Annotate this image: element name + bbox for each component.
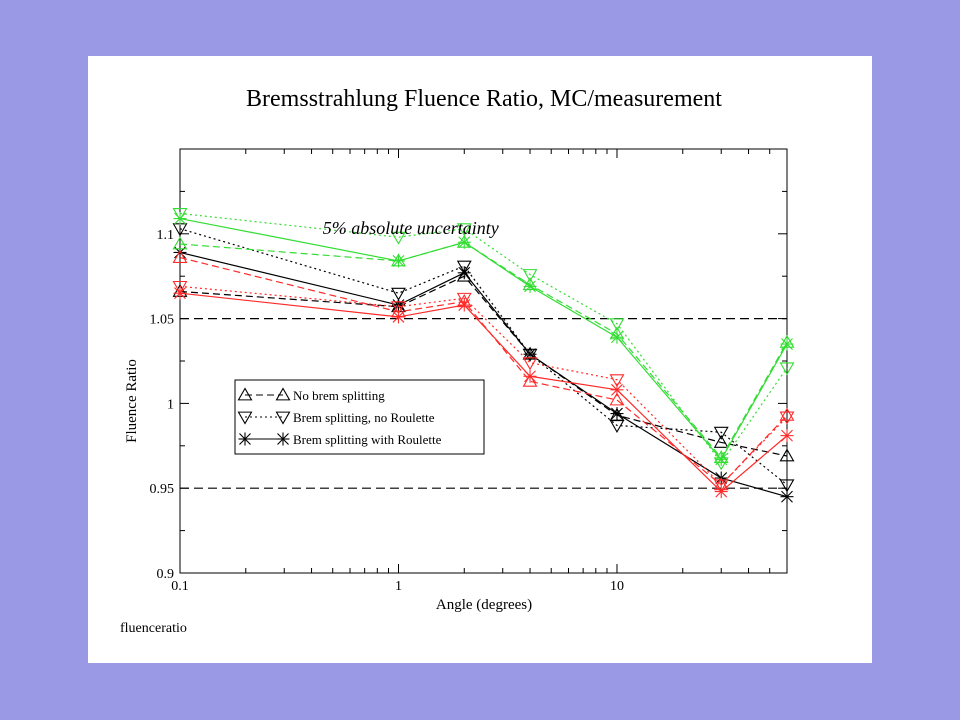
- data-point: [779, 448, 795, 462]
- data-point: [610, 330, 624, 344]
- data-point: [779, 362, 795, 376]
- data-point: [780, 490, 794, 504]
- data-point: [522, 373, 538, 387]
- y-tick-label: 1.05: [150, 313, 175, 328]
- y-axis-label: Fluence Ratio: [124, 359, 140, 443]
- legend-marker: [238, 432, 252, 446]
- data-point: [714, 452, 728, 466]
- series-green-asterisk: [173, 212, 794, 466]
- data-point: [391, 231, 406, 245]
- data-point: [523, 369, 537, 383]
- data-point: [610, 383, 624, 397]
- data-point: [456, 292, 472, 306]
- chart-panel: Bremsstrahlung Fluence Ratio, MC/measure…: [88, 56, 872, 663]
- data-point: [456, 223, 472, 237]
- x-tick-label: 10: [610, 579, 624, 594]
- data-point: [172, 236, 188, 250]
- data-point: [172, 280, 188, 294]
- x-tick-label: 1: [395, 579, 402, 594]
- data-point: [456, 260, 472, 274]
- y-tick-label: 0.95: [150, 482, 175, 497]
- x-axis-label: Angle (degrees): [436, 597, 532, 613]
- legend-marker: [276, 432, 290, 446]
- data-point: [522, 269, 538, 283]
- data-point: [713, 434, 729, 448]
- y-tick-label: 1: [167, 397, 174, 412]
- y-tick-label: 0.9: [157, 567, 175, 582]
- series-line: [179, 275, 788, 457]
- data-point: [779, 479, 795, 493]
- plot-frame: [179, 148, 788, 574]
- fluence-ratio-chart: Bremsstrahlung Fluence Ratio, MC/measure…: [120, 86, 795, 636]
- data-point: [391, 301, 406, 315]
- data-point: [779, 407, 795, 421]
- legend-label: Brem splitting with Roulette: [293, 432, 442, 447]
- data-point: [173, 245, 187, 259]
- data-point: [457, 266, 471, 280]
- series-line: [179, 212, 788, 464]
- series-green-triangle-down: [172, 208, 795, 471]
- legend-marker: [275, 411, 291, 425]
- data-point: [609, 318, 625, 332]
- series-line: [179, 251, 788, 498]
- data-point: [391, 310, 405, 324]
- legend-label: Brem splitting, no Roulette: [293, 410, 435, 425]
- data-point: [609, 374, 625, 388]
- chart-title: Bremsstrahlung Fluence Ratio, MC/measure…: [246, 86, 722, 112]
- data-point: [173, 286, 187, 300]
- data-point: [609, 392, 625, 406]
- data-point: [457, 298, 471, 312]
- x-tick-label: 0.1: [171, 579, 189, 594]
- data-point: [457, 235, 471, 249]
- footer-caption: fluenceratio: [120, 621, 187, 636]
- data-point: [780, 429, 794, 443]
- data-point: [391, 254, 405, 268]
- legend: No brem splitting Brem splitting, no Roul…: [234, 379, 485, 455]
- series-line: [179, 228, 788, 486]
- series-red-triangle-down: [172, 280, 795, 493]
- data-point: [609, 420, 625, 434]
- data-point: [780, 337, 794, 351]
- data-point: [523, 279, 537, 293]
- legend-label: No brem splitting: [293, 388, 385, 403]
- legend-marker: [237, 411, 253, 425]
- data-point: [172, 249, 188, 263]
- legend-marker: [237, 387, 253, 401]
- y-tick-label: 1.1: [157, 228, 175, 243]
- data-point: [173, 212, 187, 226]
- plot-area: 0.9 0.95 1 1.05 1.1 0.1 1 10 5% absolute uncerta…: [150, 148, 795, 594]
- uncertainty-annotation: 5% absolute uncertainty: [323, 218, 499, 238]
- data-point: [713, 479, 729, 493]
- data-point: [172, 208, 188, 222]
- data-point: [391, 287, 406, 301]
- series-red-asterisk: [173, 286, 794, 499]
- data-point: [713, 426, 729, 440]
- data-point: [522, 357, 538, 371]
- legend-marker: [275, 387, 291, 401]
- data-point: [610, 407, 624, 421]
- data-point: [779, 411, 795, 425]
- data-point: [714, 485, 728, 499]
